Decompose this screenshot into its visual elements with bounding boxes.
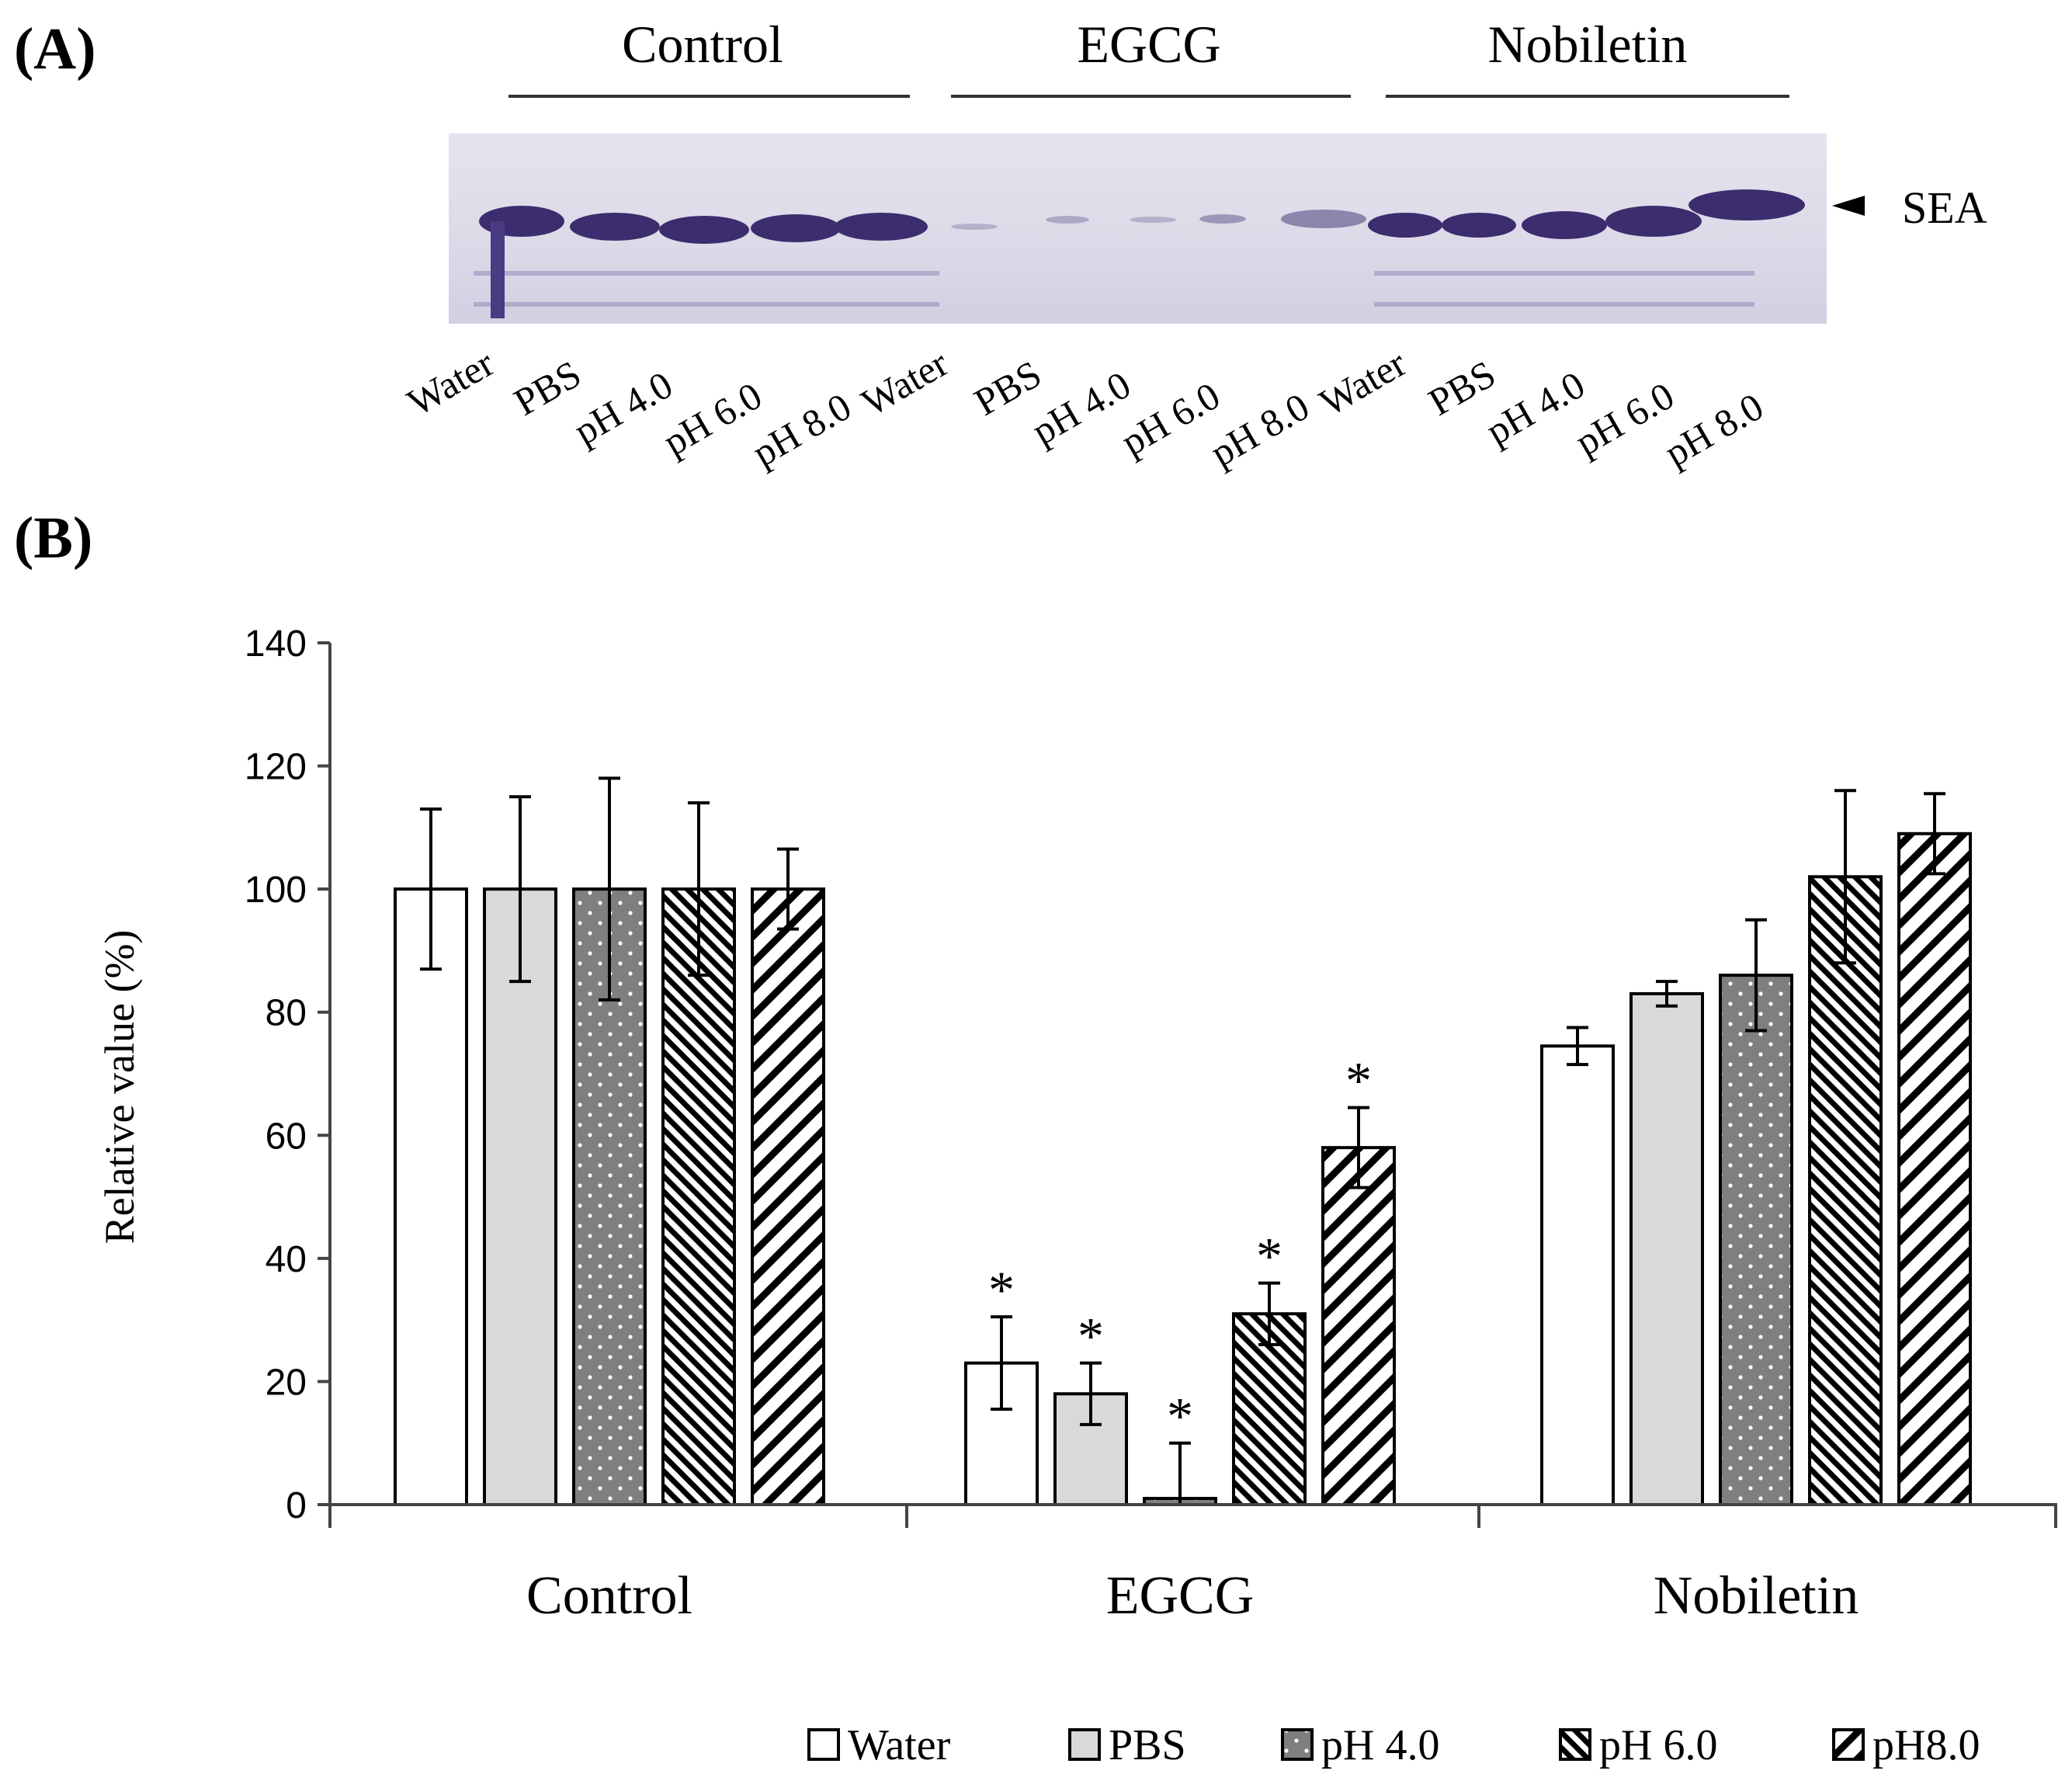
- y-tick-label: 20: [266, 1362, 307, 1403]
- error-bar: [688, 801, 710, 977]
- lane-label: Water: [854, 341, 956, 425]
- error-bar: [1656, 980, 1678, 1008]
- bar: [1719, 974, 1793, 1506]
- legend-item: pH 4.0: [1281, 1721, 1439, 1769]
- y-tick-label: 60: [266, 1116, 307, 1157]
- legend-swatch: [1559, 1728, 1591, 1761]
- error-bar: [1258, 1281, 1280, 1346]
- x-category-label: Nobiletin: [1654, 1566, 1859, 1626]
- error-bar: [1169, 1441, 1191, 1506]
- sea-band-label: SEA: [1902, 182, 1987, 233]
- lane-label: Water: [400, 341, 502, 425]
- y-tick-label: 0: [286, 1485, 307, 1526]
- gel-header-control: Control: [622, 15, 783, 74]
- legend-label: PBS: [1109, 1721, 1186, 1769]
- error-bar: [509, 795, 531, 984]
- legend-swatch: [1068, 1728, 1101, 1761]
- lane-label: pH 8.0: [745, 384, 859, 475]
- legend-label: pH 4.0: [1321, 1721, 1439, 1769]
- legend-swatch: [1281, 1728, 1314, 1761]
- legend-item: Water: [807, 1721, 951, 1769]
- error-bar: [1745, 918, 1767, 1033]
- gel-header-nobiletin: Nobiletin: [1488, 15, 1688, 74]
- error-bar: [1348, 1106, 1369, 1189]
- legend-swatch: [1832, 1728, 1865, 1761]
- gel-image: [449, 134, 1827, 324]
- bar: [1629, 991, 1704, 1506]
- y-axis-title: Relative value (%): [96, 930, 143, 1245]
- panel-b-label: (B): [14, 505, 92, 571]
- error-bar: [599, 776, 620, 1002]
- panel-a-label: (A): [14, 16, 96, 82]
- significance-marker: *: [1167, 1387, 1193, 1446]
- y-tick-label: 140: [245, 623, 307, 665]
- significance-marker: *: [1256, 1227, 1282, 1286]
- legend-label: pH8.0: [1872, 1721, 1980, 1769]
- bar: [394, 887, 468, 1506]
- y-tick-label: 100: [245, 870, 307, 911]
- bar: [661, 887, 736, 1506]
- error-bar: [420, 807, 442, 971]
- legend-item: PBS: [1068, 1721, 1186, 1769]
- lane-label: pH 8.0: [1203, 384, 1317, 475]
- gel-header-egcg: EGCG: [1077, 15, 1220, 74]
- y-tick-label: 40: [266, 1239, 307, 1280]
- lane-label: pH 8.0: [1657, 384, 1771, 475]
- x-category-label: Control: [526, 1566, 692, 1626]
- significance-marker: *: [1345, 1051, 1372, 1110]
- significance-marker: *: [1078, 1307, 1104, 1366]
- bar: [1808, 875, 1883, 1507]
- error-bar: [1834, 789, 1856, 965]
- bar: [1540, 1044, 1615, 1506]
- error-bar: [1080, 1361, 1102, 1426]
- lane-label: Water: [1312, 341, 1414, 425]
- bar: [751, 887, 825, 1506]
- legend-item: pH 6.0: [1559, 1721, 1717, 1769]
- error-bar: [1567, 1026, 1588, 1067]
- sea-arrow-icon: [1832, 196, 1865, 216]
- legend-swatch: [807, 1728, 840, 1761]
- x-category-label: EGCG: [1106, 1566, 1255, 1626]
- legend-item: pH8.0: [1832, 1721, 1980, 1769]
- error-bar: [777, 847, 799, 931]
- error-bar: [991, 1315, 1012, 1411]
- y-tick-label: 120: [245, 747, 307, 788]
- significance-marker: *: [988, 1260, 1015, 1319]
- legend-label: pH 6.0: [1599, 1721, 1717, 1769]
- bar: [1321, 1146, 1396, 1506]
- bar-chart: Relative value (%) 0 20 40 60 80 100 120 140 * *…: [96, 623, 2057, 1769]
- legend-label: Water: [848, 1721, 951, 1769]
- y-tick-label: 80: [266, 993, 307, 1034]
- bar: [1897, 832, 1972, 1507]
- error-bar: [1924, 792, 1945, 876]
